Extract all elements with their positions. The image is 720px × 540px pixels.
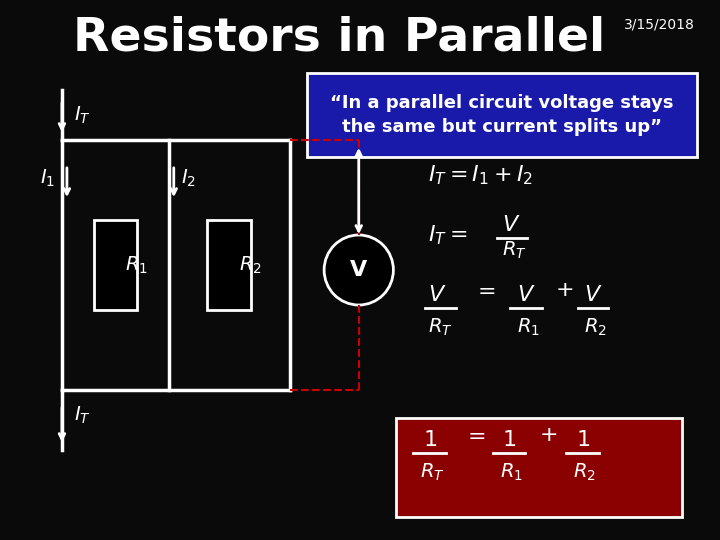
Text: $I_T = I_1 + I_2$: $I_T = I_1 + I_2$ [428, 163, 534, 187]
Text: $1$: $1$ [577, 430, 590, 450]
Text: $V$: $V$ [517, 285, 536, 305]
Text: $R_1$: $R_1$ [517, 316, 540, 338]
Text: $+$: $+$ [539, 425, 557, 445]
Text: $=$: $=$ [463, 425, 485, 445]
Text: $R_T$: $R_T$ [502, 239, 527, 261]
Bar [94, 220, 138, 310]
Text: $1$: $1$ [423, 430, 437, 450]
Text: $V$: $V$ [585, 285, 603, 305]
Text: $R_1$: $R_1$ [125, 254, 148, 275]
Text: $I_T = $: $I_T = $ [428, 223, 467, 247]
FancyBboxPatch shape [307, 73, 697, 157]
Text: $I_T$: $I_T$ [74, 405, 91, 426]
Text: $R_2$: $R_2$ [585, 316, 607, 338]
Text: $V$: $V$ [502, 215, 521, 235]
Text: Resistors in Parallel: Resistors in Parallel [73, 16, 605, 60]
Text: $+$: $+$ [554, 280, 573, 300]
Text: $R_T$: $R_T$ [420, 461, 445, 483]
Circle shape [324, 235, 393, 305]
Text: $R_2$: $R_2$ [239, 254, 262, 275]
Text: “In a parallel circuit voltage stays
the same but current splits up”: “In a parallel circuit voltage stays the… [330, 93, 674, 137]
Text: $1$: $1$ [502, 430, 516, 450]
Text: $I_2$: $I_2$ [181, 168, 196, 190]
Bar [207, 220, 251, 310]
Text: 3/15/2018: 3/15/2018 [624, 18, 695, 32]
Text: $I_T$: $I_T$ [74, 105, 91, 126]
Text: V: V [350, 260, 367, 280]
Text: $V$: $V$ [428, 285, 446, 305]
Text: $R_T$: $R_T$ [428, 316, 453, 338]
Text: $I_1$: $I_1$ [40, 168, 55, 190]
Text: $R_1$: $R_1$ [500, 461, 523, 483]
Text: $R_2$: $R_2$ [573, 461, 596, 483]
FancyBboxPatch shape [396, 418, 683, 517]
Text: $=$: $=$ [472, 280, 495, 300]
